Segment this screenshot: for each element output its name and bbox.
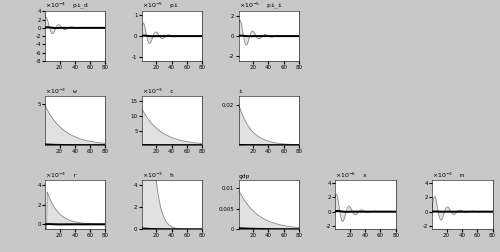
Text: gdp: gdp xyxy=(238,174,250,179)
Text: $\times10^{-4}$  pi_d: $\times10^{-4}$ pi_d xyxy=(45,1,89,11)
Text: $\times10^{-3}$  r: $\times10^{-3}$ r xyxy=(45,171,78,180)
Text: $\times10^{-3}$  m: $\times10^{-3}$ m xyxy=(432,171,465,180)
Text: $\times10^{-5}$  pi: $\times10^{-5}$ pi xyxy=(142,1,178,11)
Text: $\times10^{-3}$  h: $\times10^{-3}$ h xyxy=(142,171,174,180)
Text: $\times10^{-3}$  w: $\times10^{-3}$ w xyxy=(45,86,78,96)
Text: $\times10^{-3}$  c: $\times10^{-3}$ c xyxy=(142,86,174,96)
Text: $\times10^{-6}$  x: $\times10^{-6}$ x xyxy=(336,171,368,180)
Text: $\times10^{-5}$  pi_i: $\times10^{-5}$ pi_i xyxy=(238,1,282,11)
Text: i: i xyxy=(238,89,242,94)
